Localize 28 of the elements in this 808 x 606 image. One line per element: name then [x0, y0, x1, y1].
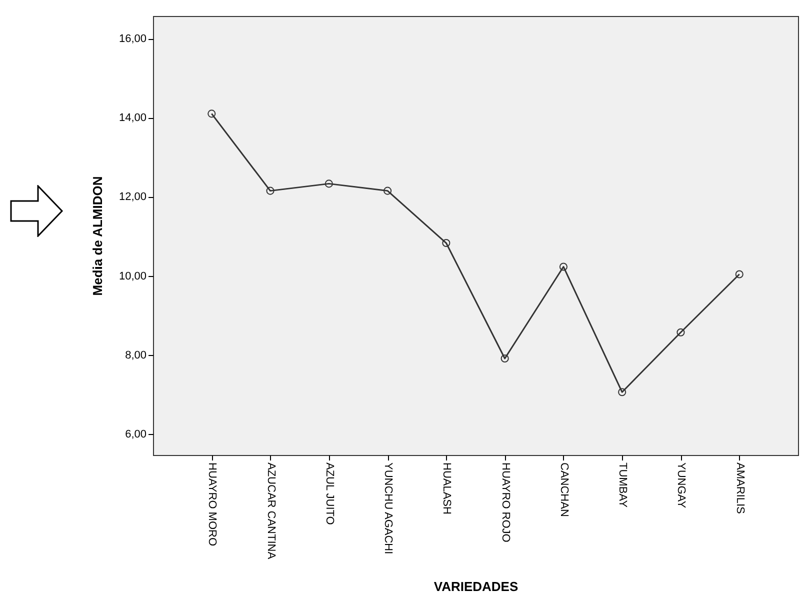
x-tick-label: YUNCHU AGACHI	[382, 462, 394, 554]
point	[266, 186, 274, 195]
y-axis-title: Media de ALMIDON	[90, 176, 105, 296]
y-tick-label: 12,00	[118, 191, 146, 204]
point	[676, 328, 685, 336]
point	[384, 186, 392, 195]
x-tick-label: HUALASH	[440, 462, 453, 515]
x-axis-title: VARIEDADES	[434, 579, 518, 594]
x-tick-label: YUNGAY	[675, 462, 688, 509]
point	[735, 270, 744, 278]
x-tick-label: HUAYRO MORO	[206, 462, 218, 546]
point	[324, 180, 333, 188]
y-tick-label: 14,00	[118, 112, 146, 124]
point	[500, 354, 509, 363]
point	[208, 110, 216, 118]
point	[618, 388, 626, 396]
y-tick-label: 6,00	[125, 428, 146, 441]
y-tick-label: 16,00	[118, 33, 146, 46]
x-tick-label: HUAYRO ROJO	[499, 462, 512, 543]
x-tick-label: AZUCAR CANTINA	[264, 462, 277, 560]
x-tick-label: CANCHAN	[558, 462, 570, 517]
x-tick-label: AZUL JUITO	[323, 462, 336, 526]
y-tick-label: 10,00	[118, 270, 146, 282]
x-tick-label: AMARILIS	[734, 462, 746, 514]
point	[442, 238, 450, 248]
x-tick-label: TUMBAY	[616, 462, 629, 508]
point	[559, 262, 568, 271]
y-tick-label: 8,00	[125, 349, 146, 362]
